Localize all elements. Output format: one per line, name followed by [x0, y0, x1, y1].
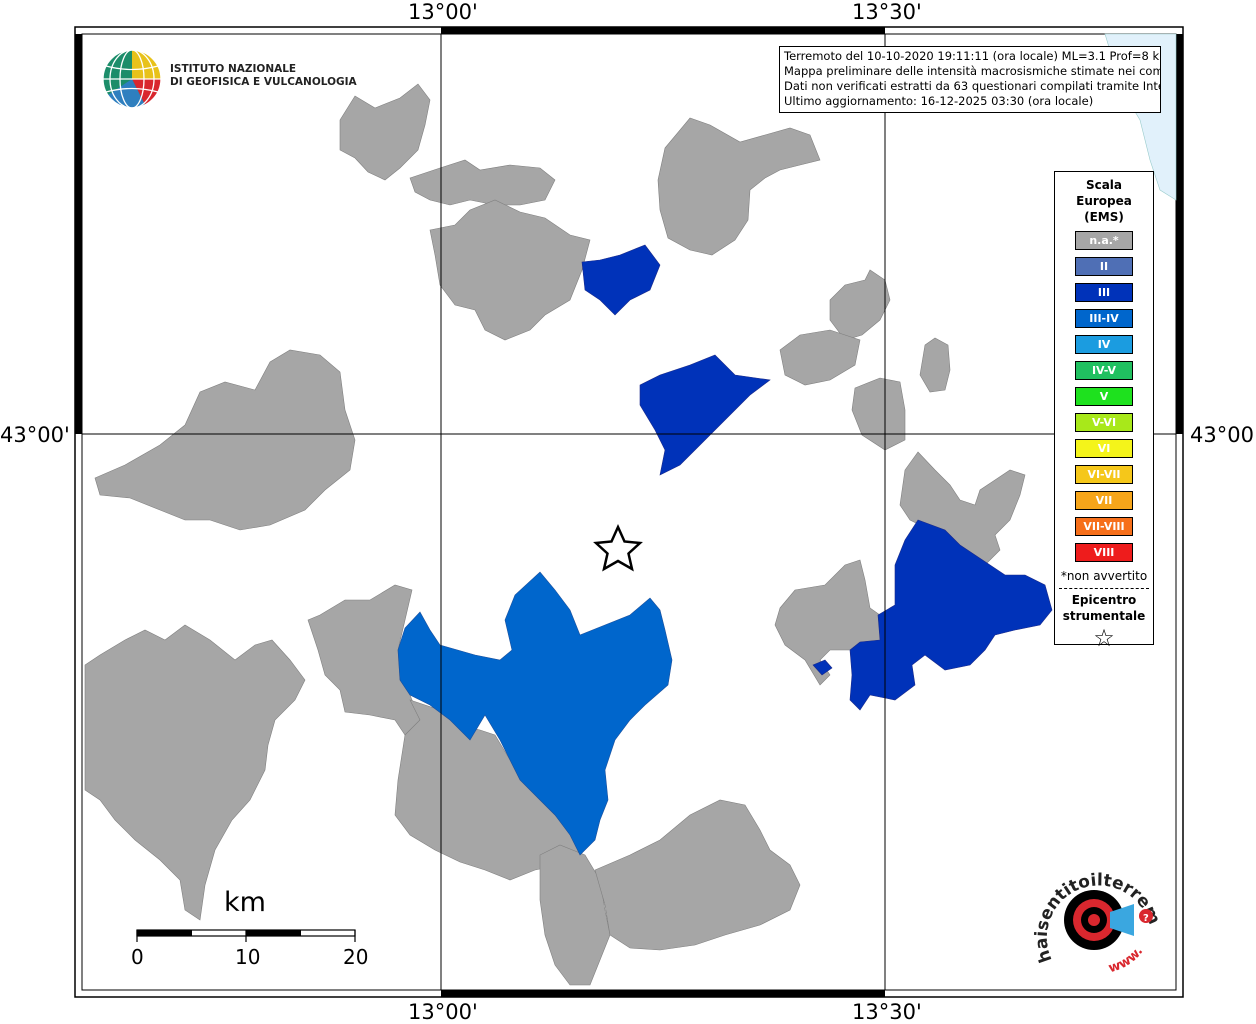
- legend-star-icon: ☆: [1093, 624, 1115, 652]
- legend-item-ii: II: [1075, 257, 1133, 276]
- ingv-logo-text: ISTITUTO NAZIONALE DI GEOFISICA E VULCAN…: [170, 63, 357, 88]
- ems-legend: Scala Europea (EMS) n.a.* II III III-IV IV IV…: [1054, 171, 1154, 652]
- scale-tick-label: 20: [343, 945, 369, 969]
- svg-text:?: ?: [1143, 913, 1149, 924]
- municipality-na: [919, 337, 951, 393]
- municipality-na: [779, 329, 861, 386]
- legend-item-viii: VIII: [1075, 543, 1133, 562]
- brand-www-text: www.: [1107, 944, 1146, 976]
- municipality-na: [339, 83, 431, 181]
- ingv-globe-logo: [102, 49, 162, 109]
- event-info-line: Dati non verificati estratti da 63 quest…: [784, 79, 1161, 93]
- event-info-line: Terremoto del 10-10-2020 19:11:11 (ora l…: [784, 49, 1161, 63]
- epicenter-star: [593, 523, 643, 572]
- municipality-na: [94, 349, 356, 531]
- legend-title: Scala Europea (EMS): [1076, 178, 1132, 224]
- municipality-iii: [581, 244, 661, 316]
- event-info-line: Ultimo aggiornamento: 16-12-2025 03:30 (…: [784, 94, 1094, 108]
- municipality-na: [851, 377, 906, 451]
- scale-unit: km: [224, 887, 266, 918]
- legend-item-v: V: [1075, 387, 1133, 406]
- longitude-label-top-left: 13°00': [408, 0, 478, 24]
- legend-item-vii: VII: [1075, 491, 1133, 510]
- legend-item-vi: VI: [1075, 439, 1133, 458]
- frame-block-top: [441, 27, 885, 34]
- legend-divider: [1059, 588, 1149, 589]
- haisentito-logo: haisentitoilterremoto.it www. ?: [1030, 850, 1164, 976]
- legend-item-vi-vii: VI-VII: [1075, 465, 1133, 484]
- svg-text:www.: www.: [1107, 944, 1146, 976]
- longitude-label-bottom-left: 13°00': [408, 1000, 478, 1024]
- legend-item-iv: IV: [1075, 335, 1133, 354]
- municipality-na: [429, 199, 591, 341]
- scale-bar: [136, 929, 356, 942]
- legend-epicenter-label: Epicentro strumentale: [1062, 593, 1146, 623]
- scale-tick-label: 10: [235, 945, 261, 969]
- municipality-na: [594, 799, 801, 951]
- latitude-label-left: 43°00': [0, 423, 70, 447]
- legend-item-v-vi: V-VI: [1075, 413, 1133, 432]
- legend-note: *non avvertito: [1060, 569, 1148, 583]
- municipality-na: [409, 159, 556, 206]
- legend-item-vii-viii: VII-VIII: [1075, 517, 1133, 536]
- event-info-line: Mappa preliminare delle intensità macros…: [784, 64, 1161, 78]
- legend-item-iv-v: IV-V: [1075, 361, 1133, 380]
- municipality-iii: [639, 354, 771, 476]
- scale-tick-label: 0: [131, 945, 144, 969]
- municipality-iii-iv: [397, 571, 673, 856]
- legend-item-iii: III: [1075, 283, 1133, 302]
- frame-block-right: [1176, 34, 1183, 434]
- frame-block-left: [75, 34, 82, 434]
- longitude-label-bottom-right: 13°30': [852, 1000, 922, 1024]
- legend-item-n-a: n.a.*: [1075, 231, 1133, 250]
- frame-block-bottom: [441, 990, 885, 997]
- legend-items: n.a.* II III III-IV IV IV-V V V-VI VI VI-VII VII VI…: [1055, 231, 1153, 562]
- municipality-iii: [849, 519, 1053, 711]
- municipality-iii: [812, 659, 833, 676]
- longitude-label-top-right: 13°30': [852, 0, 922, 24]
- municipality-na: [539, 844, 611, 986]
- legend-item-iii-iv: III-IV: [1075, 309, 1133, 328]
- latitude-label-right: 43°00': [1190, 423, 1256, 447]
- municipality-na: [84, 624, 306, 921]
- event-info-box: Terremoto del 10-10-2020 19:11:11 (ora l…: [779, 46, 1161, 113]
- municipality-na: [657, 117, 821, 256]
